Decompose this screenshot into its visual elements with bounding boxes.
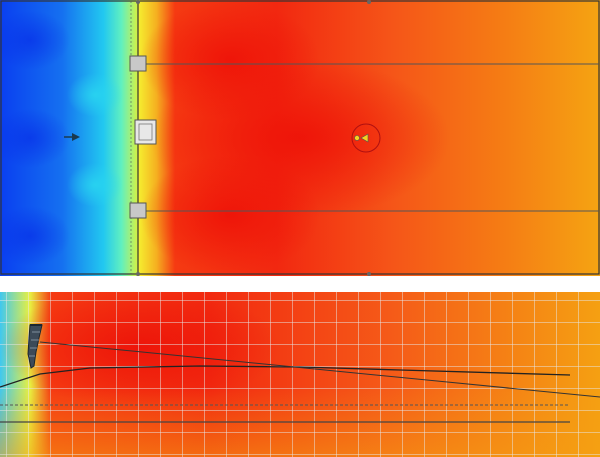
audience-plane-line <box>0 365 571 388</box>
side-grid <box>0 292 600 457</box>
coverage-ripple <box>67 163 123 207</box>
stage-node-icon[interactable] <box>134 119 157 145</box>
coverage-ripple <box>0 206 70 266</box>
arrow-right-icon[interactable] <box>64 133 80 141</box>
coverage-hotspot <box>150 58 450 218</box>
corner-node[interactable] <box>136 0 140 4</box>
side-view[interactable] <box>0 292 600 457</box>
corner-node[interactable] <box>367 272 371 276</box>
array-aim-line <box>39 341 600 398</box>
speaker-icon[interactable] <box>129 202 147 219</box>
corner-node[interactable] <box>136 272 140 276</box>
venue-outline <box>0 0 600 275</box>
coverage-ripple <box>0 108 70 168</box>
coverage-ripple <box>67 73 123 117</box>
side-view-canvas[interactable] <box>0 292 600 457</box>
speaker-array-icon[interactable] <box>27 324 43 369</box>
listener-icon[interactable] <box>351 123 381 153</box>
coverage-ripple <box>0 10 70 70</box>
plan-view[interactable] <box>0 0 600 276</box>
corner-node[interactable] <box>367 0 371 4</box>
plan-view-canvas[interactable] <box>0 0 600 276</box>
speaker-icon[interactable] <box>129 55 147 72</box>
